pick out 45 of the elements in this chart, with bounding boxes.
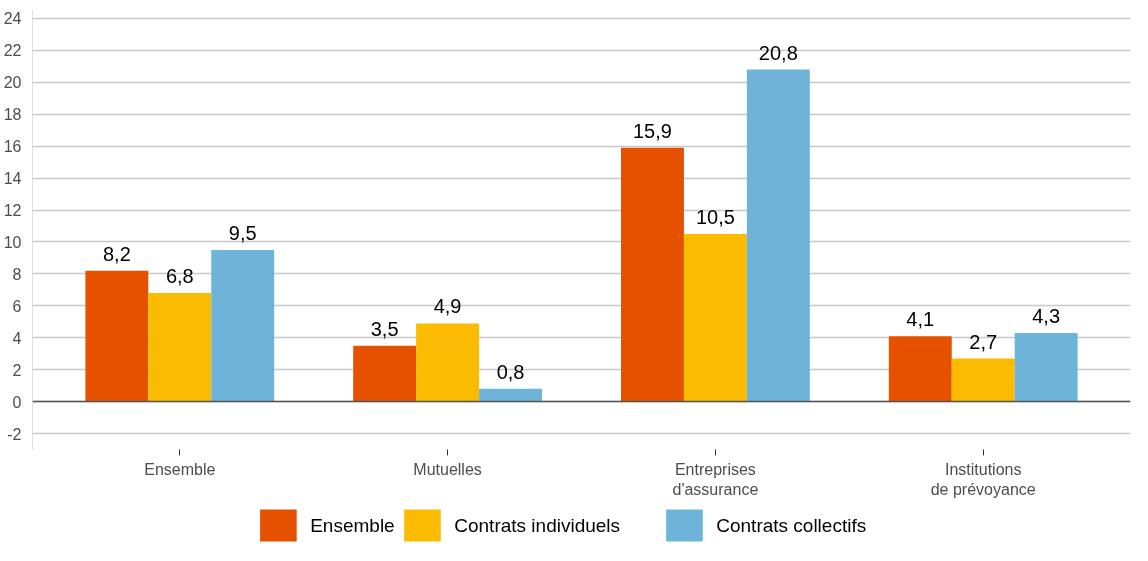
data-label: 4,9 <box>433 295 462 318</box>
bar <box>479 388 542 402</box>
data-label: 10,5 <box>695 205 735 228</box>
legend-label: Contrats individuels <box>454 515 621 536</box>
bar <box>416 323 480 402</box>
bar <box>85 270 149 402</box>
y-tick-label: -2 <box>7 425 22 443</box>
legend-label: Ensemble <box>310 515 395 536</box>
x-tick-label: Mutuelles <box>413 460 482 478</box>
bar <box>746 69 810 402</box>
y-tick-label: 2 <box>12 361 22 379</box>
bar <box>621 147 684 402</box>
x-tick-label: Ensemble <box>144 460 216 478</box>
y-tick-label: 8 <box>12 265 22 283</box>
data-label: 9,5 <box>228 221 257 244</box>
x-tick-label: Institutions de prévoyance <box>930 460 1036 498</box>
bar <box>353 345 417 402</box>
y-tick-label: 22 <box>3 42 22 60</box>
bar <box>683 233 747 402</box>
y-tick-label: 6 <box>12 297 22 315</box>
data-label: 20,8 <box>758 41 798 64</box>
y-tick-label: 20 <box>3 74 22 92</box>
x-tick-label: Entreprises d'assurance <box>672 460 759 498</box>
y-tick-label: 12 <box>3 202 22 220</box>
data-label: 4,3 <box>1032 304 1061 327</box>
y-tick-label: 24 <box>3 10 22 28</box>
y-tick-label: 4 <box>12 329 22 347</box>
data-label: 2,7 <box>969 330 998 353</box>
y-tick-label: 0 <box>12 393 22 411</box>
data-label: 8,2 <box>102 242 131 265</box>
y-tick-label: 14 <box>3 170 22 188</box>
data-label: 6,8 <box>165 265 194 288</box>
bar <box>1014 332 1078 402</box>
bar <box>211 249 275 402</box>
legend-label: Contrats collectifs <box>716 515 867 536</box>
data-label: 0,8 <box>496 360 525 383</box>
y-tick-label: 10 <box>3 233 22 251</box>
bar <box>951 358 1015 402</box>
data-label: 3,5 <box>370 317 399 340</box>
data-label: 15,9 <box>633 119 672 142</box>
data-label: 4,1 <box>906 308 935 331</box>
bar <box>888 336 952 402</box>
y-tick-label: 16 <box>3 138 22 156</box>
y-tick-label: 18 <box>3 106 22 124</box>
bar <box>148 293 212 402</box>
